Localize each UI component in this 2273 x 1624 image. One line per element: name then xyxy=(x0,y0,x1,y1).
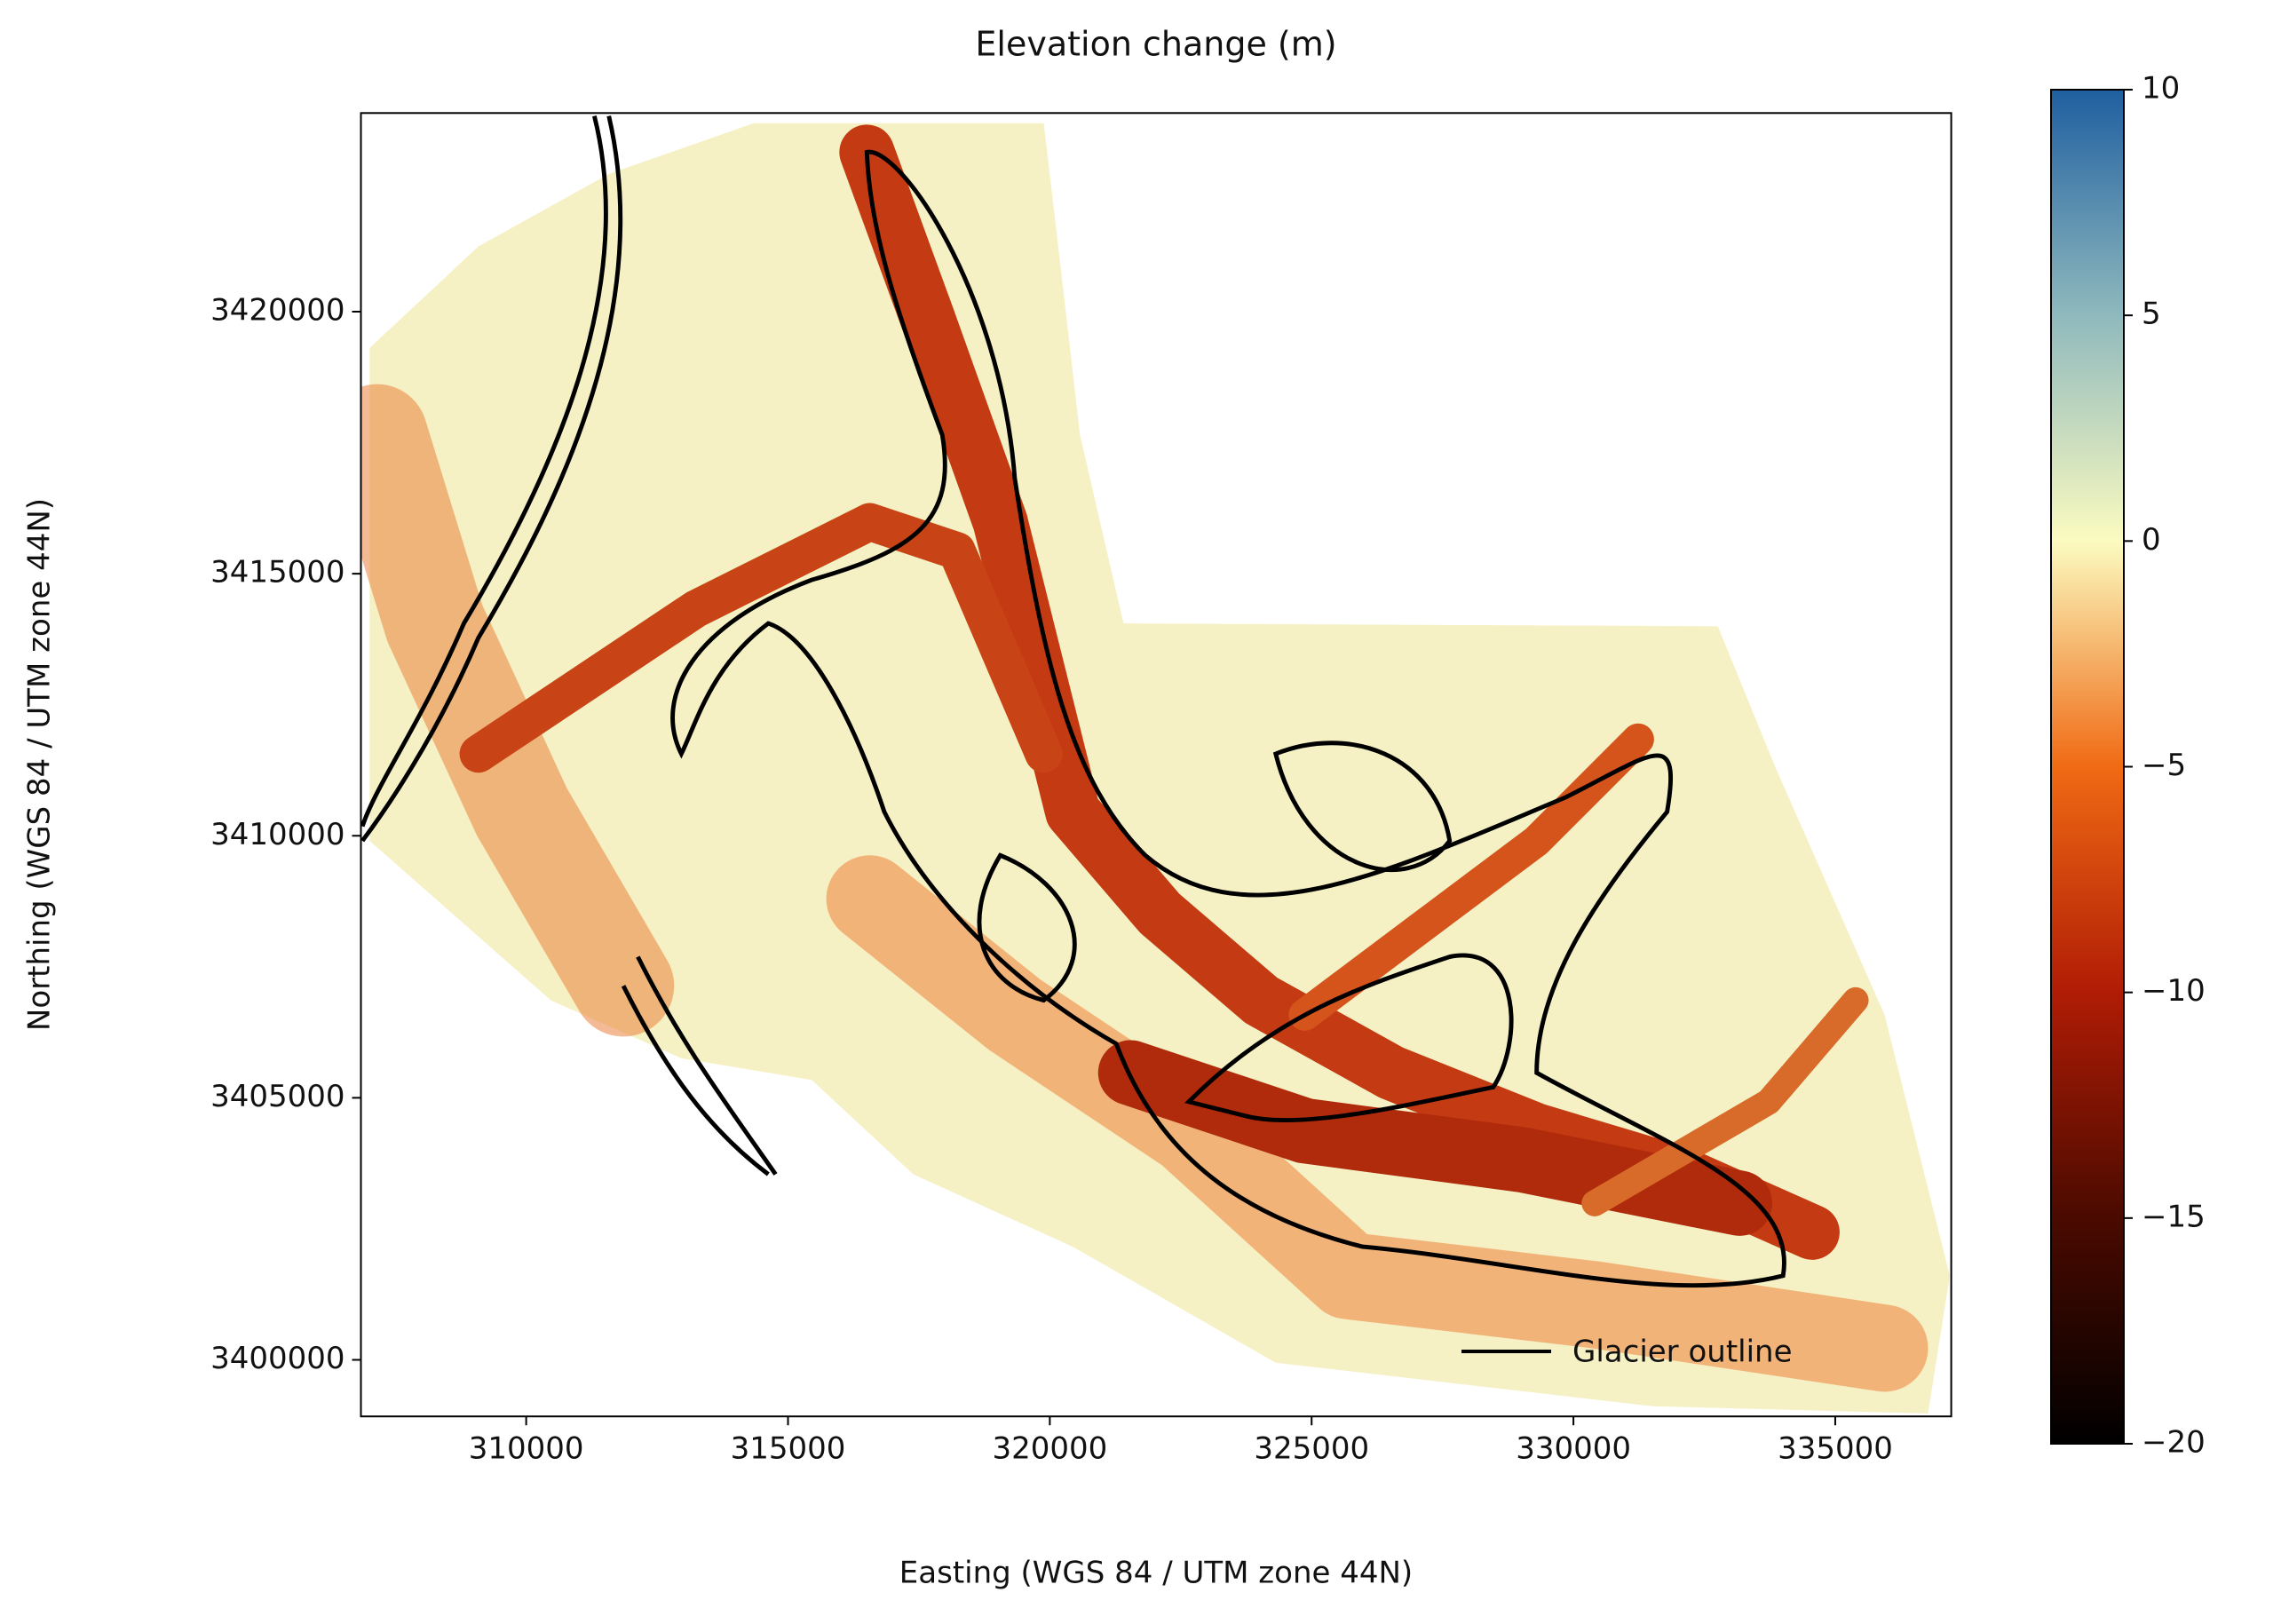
colorbar xyxy=(2050,89,2125,1445)
x-tick-label: 335000 xyxy=(1778,1431,1893,1467)
colorbar-tick-label: 0 xyxy=(2142,522,2161,558)
x-tick-label: 320000 xyxy=(992,1431,1107,1467)
colorbar-tick-label: 10 xyxy=(2142,71,2180,107)
y-tick-label: 3400000 xyxy=(210,1341,345,1376)
y-tick-label: 3420000 xyxy=(210,293,345,329)
x-tick-label: 310000 xyxy=(469,1431,584,1467)
elevation-raster xyxy=(360,115,1950,1414)
x-axis-label: Easting (WGS 84 / UTM zone 44N) xyxy=(899,1556,1413,1591)
legend-label: Glacier outline xyxy=(1572,1335,1793,1370)
colorbar-tick-label: 5 xyxy=(2142,297,2161,332)
x-tick-label: 315000 xyxy=(731,1431,846,1467)
plot-frame xyxy=(360,112,1952,1418)
colorbar-tick-label: −10 xyxy=(2142,973,2206,1009)
chart-title: Elevation change (m) xyxy=(975,25,1336,64)
y-axis-label: Northing (WGS 84 / UTM zone 44N) xyxy=(22,498,58,1031)
y-tick-label: 3410000 xyxy=(210,817,345,852)
colorbar-tick-label: −20 xyxy=(2142,1425,2206,1461)
x-tick-label: 330000 xyxy=(1516,1431,1631,1467)
y-tick-label: 3405000 xyxy=(210,1079,345,1114)
glacier-loss xyxy=(360,124,1928,1392)
y-tick-label: 3415000 xyxy=(210,555,345,590)
colorbar-tick-label: −5 xyxy=(2142,748,2186,783)
x-tick-label: 325000 xyxy=(1254,1431,1369,1467)
glacier-outline xyxy=(360,115,1786,1288)
colorbar-tick-label: −15 xyxy=(2142,1199,2206,1234)
raster-footprint xyxy=(369,123,1950,1414)
